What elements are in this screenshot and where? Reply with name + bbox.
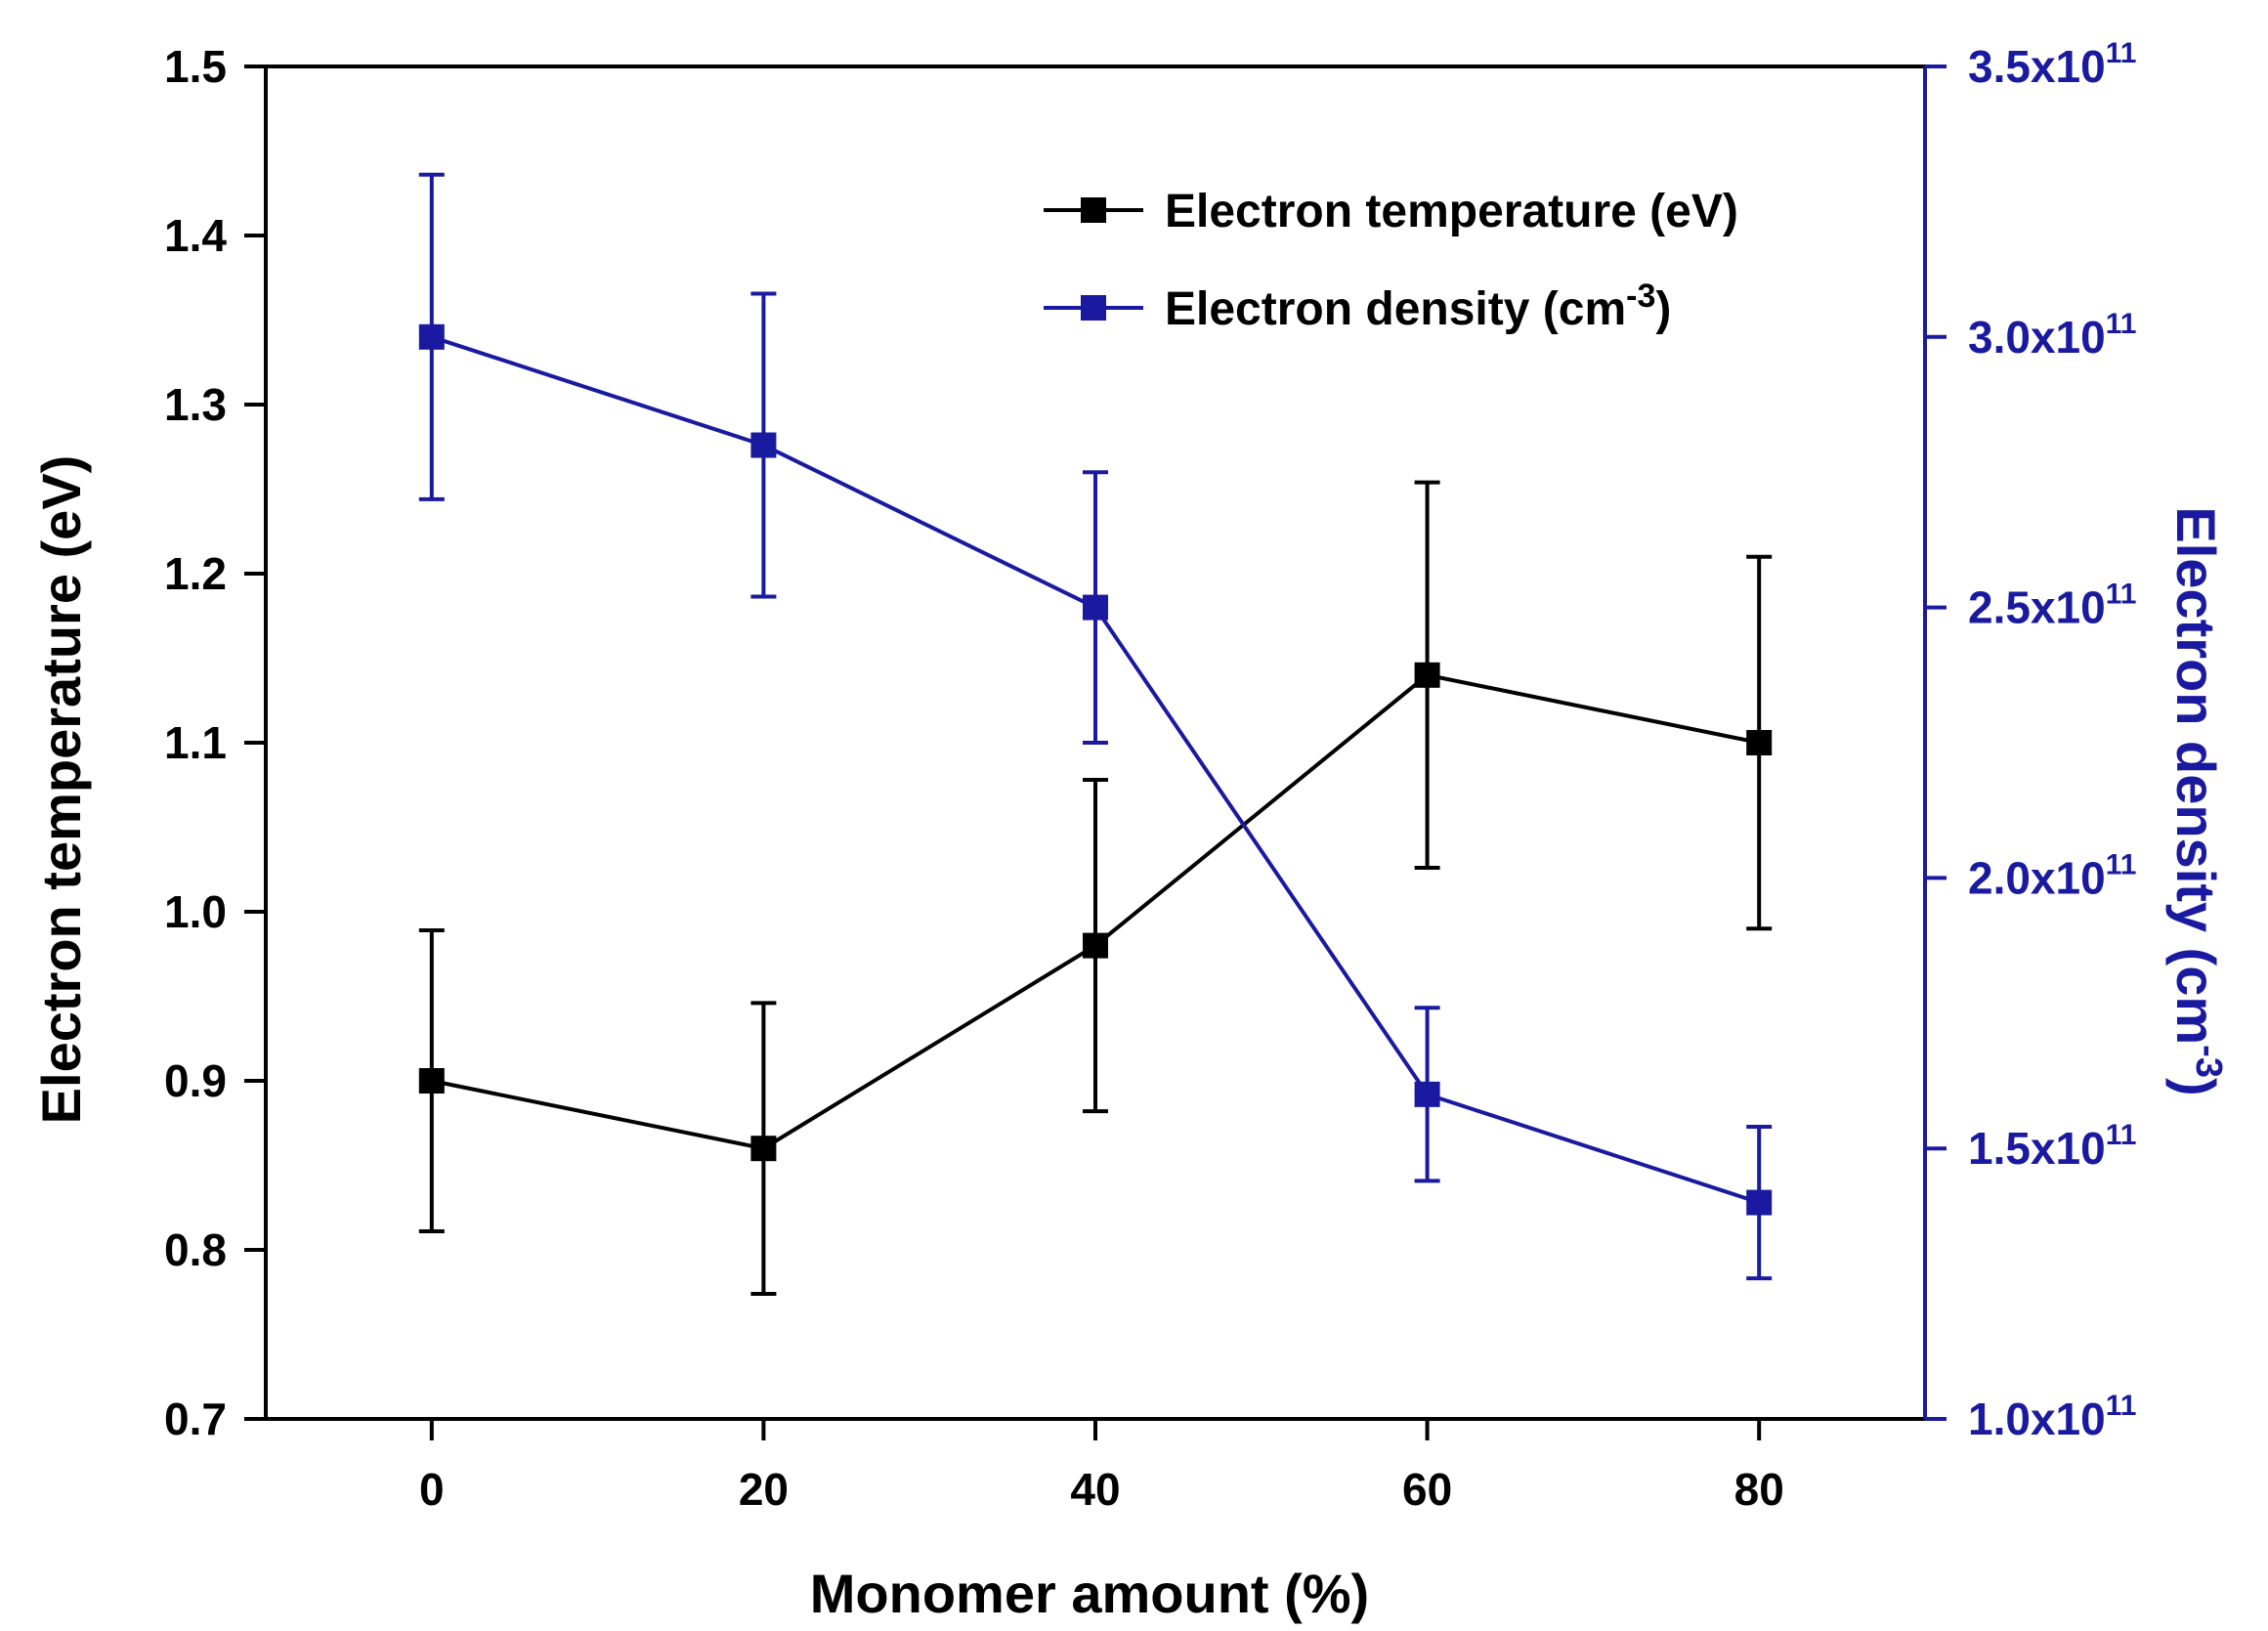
right-y-tick-label: 1.5x1011	[1968, 1119, 2136, 1174]
legend-label-density-main: Electron density (cm	[1165, 283, 1626, 335]
data-point-density	[1083, 594, 1108, 621]
left-y-tick-label: 0.9	[164, 1055, 227, 1106]
right-y-tick-mantissa: 1.5x10	[1968, 1123, 2106, 1174]
right-y-axis-title-main: Electron density (cm	[2165, 506, 2227, 1045]
data-point-density	[1414, 1081, 1440, 1107]
right-y-tick-mantissa: 3.0x10	[1968, 312, 2106, 363]
x-axis-title: Monomer amount (%)	[810, 1563, 1369, 1624]
right-y-tick-exponent: 11	[2106, 579, 2137, 611]
legend-marker-temperature	[1081, 197, 1106, 223]
right-y-axis-title-sup: -3	[2188, 1045, 2229, 1078]
right-y-tick-exponent: 11	[2106, 1119, 2137, 1151]
legend-label-density-sup: -3	[1626, 278, 1655, 315]
right-y-tick-exponent: 11	[2106, 37, 2137, 69]
left-y-tick-label: 1.2	[164, 548, 227, 599]
right-y-axis-title: Electron density (cm-3)	[2165, 506, 2229, 1095]
legend-marker-density	[1081, 295, 1106, 321]
plot-marks	[418, 172, 1773, 1296]
right-y-tick-mantissa: 3.5x10	[1968, 41, 2106, 92]
x-tick-label: 60	[1402, 1464, 1452, 1515]
right-y-tick-mantissa: 1.0x10	[1968, 1394, 2106, 1444]
legend-label-density-end: )	[1655, 283, 1671, 335]
data-point-temperature	[1414, 662, 1440, 688]
left-y-tick-label: 0.8	[164, 1224, 227, 1275]
right-y-tick-label: 3.0x1011	[1968, 308, 2136, 363]
left-y-tick-label: 1.3	[164, 379, 227, 430]
x-tick-label: 80	[1734, 1464, 1784, 1515]
left-y-axis-ticks: 0.7 0.8 0.9 1.0 1.1 1.2 1.3 1.4 1.5	[164, 41, 266, 1444]
right-y-tick-exponent: 11	[2106, 308, 2137, 340]
data-point-temperature	[418, 1068, 445, 1094]
right-y-axis-title-end: )	[2165, 1078, 2227, 1096]
left-y-tick-label: 0.7	[164, 1394, 227, 1444]
right-y-tick-mantissa: 2.5x10	[1968, 582, 2106, 633]
right-y-tick-label: 2.0x1011	[1968, 848, 2136, 903]
left-y-axis-title: Electron temperature (eV)	[30, 455, 92, 1125]
left-y-tick-label: 1.4	[164, 210, 227, 261]
right-y-tick-label: 1.0x1011	[1968, 1390, 2136, 1444]
data-point-density	[750, 432, 777, 458]
right-y-tick-label: 3.5x1011	[1968, 37, 2136, 92]
left-y-tick-label: 1.5	[164, 41, 227, 92]
data-point-density	[418, 323, 445, 350]
x-tick-label: 20	[739, 1464, 789, 1515]
legend-label-density: Electron density (cm-3)	[1165, 278, 1671, 335]
left-y-tick-label: 1.0	[164, 886, 227, 937]
data-point-density	[1746, 1189, 1773, 1216]
right-y-tick-mantissa: 2.0x10	[1968, 852, 2106, 903]
x-axis-ticks: 0 20 40 60 80	[419, 1419, 1784, 1515]
right-y-tick-exponent: 11	[2106, 1390, 2137, 1422]
x-tick-label: 40	[1070, 1464, 1120, 1515]
legend-label-temperature: Electron temperature (eV)	[1165, 186, 1738, 237]
legend: Electron temperature (eV) Electron densi…	[1044, 186, 1738, 335]
data-point-temperature	[750, 1136, 777, 1162]
left-y-tick-label: 1.1	[164, 717, 227, 768]
right-y-tick-label: 2.5x1011	[1968, 579, 2136, 633]
x-tick-label: 0	[419, 1464, 445, 1515]
data-point-temperature	[1746, 730, 1773, 755]
right-y-tick-exponent: 11	[2106, 848, 2137, 880]
right-y-axis-ticks: 1.0x10111.5x10112.0x10112.5x10113.0x1011…	[1925, 37, 2136, 1444]
data-point-temperature	[1083, 932, 1108, 959]
